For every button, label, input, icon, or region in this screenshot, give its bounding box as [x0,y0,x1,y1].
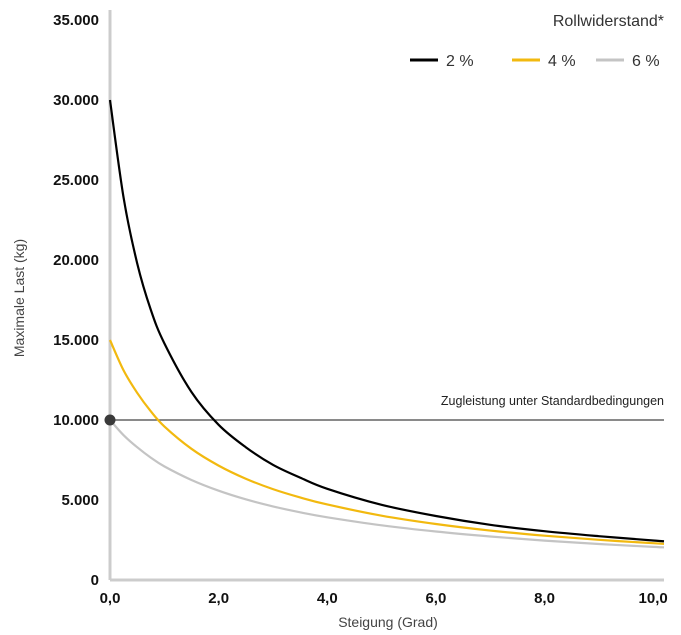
y-tick-label: 30.000 [53,92,99,109]
legend: Rollwiderstand* 2 % 4 % 6 % [410,13,664,70]
x-tick-label: 4,0 [317,590,338,607]
x-tick-label: 6,0 [425,590,446,607]
y-tick-label: 20.000 [53,252,99,269]
y-tick-label: 25.000 [53,172,99,189]
x-tick-label: 0,0 [100,590,121,607]
legend-label-2: 4 % [548,53,576,70]
reference-point-marker [104,414,116,426]
legend-label-1: 2 % [446,53,474,70]
x-axis-ticks: 0,0 2,0 4,0 6,0 8,0 10,0 [100,590,668,607]
x-axis-title: Steigung (Grad) [338,614,438,630]
y-tick-label: 0 [91,572,99,589]
x-tick-label: 8,0 [534,590,555,607]
legend-title: Rollwiderstand* [553,13,664,30]
x-tick-label: 10,0 [639,590,668,607]
series-line-2 [108,339,665,545]
series-line-3 [109,419,665,549]
y-tick-label: 35.000 [53,12,99,29]
plot-area [104,10,665,582]
y-tick-label: 10.000 [53,412,99,429]
y-tick-label: 15.000 [53,332,99,349]
legend-items: 2 % 4 % 6 % [410,53,660,70]
y-tick-label: 5.000 [61,492,99,509]
legend-label-3: 6 % [632,53,660,70]
series-line-1 [108,99,665,543]
y-axis-ticks: 0 5.000 10.000 15.000 20.000 25.000 30.000 35.0… [53,12,99,589]
reference-line-label: Zugleistung unter Standardbedingungen [441,394,664,408]
y-axis-title: Maximale Last (kg) [11,239,27,357]
x-tick-label: 2,0 [208,590,229,607]
